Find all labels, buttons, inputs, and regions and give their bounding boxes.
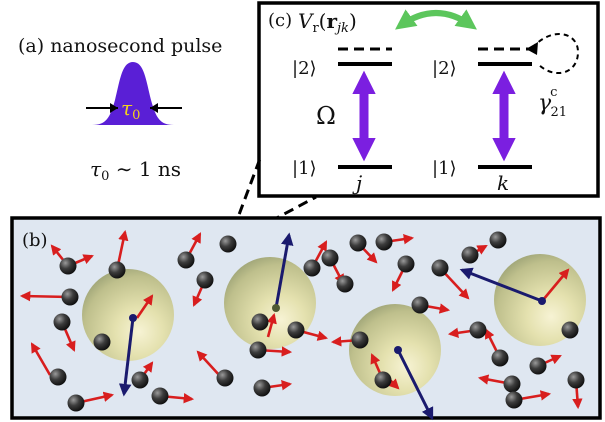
atom bbox=[461, 246, 479, 264]
panel-b-label: (b) bbox=[22, 230, 48, 251]
rydberg-arrow bbox=[459, 267, 543, 303]
atom bbox=[303, 259, 321, 277]
atom-k-lower-state-label: |1⟩ bbox=[432, 158, 457, 179]
rydberg-atom bbox=[538, 297, 546, 305]
decay-loop-arrowhead bbox=[526, 42, 538, 55]
atom bbox=[374, 371, 392, 389]
rydberg-atoms bbox=[118, 232, 546, 421]
atom bbox=[375, 233, 393, 251]
interaction-potential-label: Vr(rjk) bbox=[298, 9, 357, 36]
atom bbox=[397, 255, 415, 273]
atom bbox=[503, 375, 521, 393]
atom bbox=[249, 341, 267, 359]
atom bbox=[469, 321, 487, 339]
velocity-arrow bbox=[30, 342, 52, 376]
atom bbox=[49, 368, 67, 386]
atom bbox=[431, 259, 449, 277]
atom bbox=[151, 387, 169, 405]
atom bbox=[93, 333, 111, 351]
velocity-arrow bbox=[542, 268, 570, 301]
atom-k-name: k bbox=[497, 171, 509, 195]
pulse-width-arrowhead-left bbox=[110, 103, 118, 113]
atom bbox=[253, 379, 271, 397]
atom bbox=[216, 369, 234, 387]
velocity-arrow bbox=[196, 350, 221, 377]
velocity-arrow bbox=[135, 294, 154, 319]
rydberg-arrow bbox=[118, 317, 135, 397]
atom bbox=[196, 271, 214, 289]
pulse-width-label: τ0 bbox=[121, 96, 140, 123]
atom-j-name: j bbox=[352, 171, 362, 195]
rydberg-atom bbox=[394, 346, 402, 354]
rydberg-atom bbox=[272, 304, 280, 312]
pulse-width-arrowhead-right bbox=[150, 103, 158, 113]
atom bbox=[351, 331, 369, 349]
ground-state-atoms bbox=[49, 231, 585, 412]
atom-j-lower-state-label: |1⟩ bbox=[292, 158, 317, 179]
atom-j-upper-state-label: |2⟩ bbox=[292, 58, 317, 79]
atom bbox=[411, 296, 429, 314]
atom bbox=[131, 371, 149, 389]
atom bbox=[489, 231, 507, 249]
rabi-frequency-label: Ω bbox=[316, 102, 336, 130]
decay-rate-label: γc 21 bbox=[538, 85, 567, 120]
atom bbox=[59, 257, 77, 275]
atom bbox=[251, 313, 269, 331]
atom bbox=[561, 321, 579, 339]
interaction-arrow bbox=[395, 9, 477, 30]
panel-c-frame bbox=[257, 1, 600, 198]
atom bbox=[67, 394, 85, 412]
atom bbox=[529, 357, 547, 375]
atom bbox=[567, 371, 585, 389]
atom bbox=[491, 349, 509, 367]
atom bbox=[321, 249, 339, 267]
decay-loop-arrow bbox=[531, 33, 580, 74]
atom bbox=[53, 313, 71, 331]
atom bbox=[219, 235, 237, 253]
panel-a-label: (a) nanosecond pulse bbox=[18, 35, 222, 57]
panel-c-label: (c) bbox=[268, 10, 292, 31]
rydberg-arrow bbox=[396, 349, 434, 421]
atom bbox=[505, 391, 523, 409]
pulse-duration-relation: τ0 ∼ 1 ns bbox=[90, 157, 181, 184]
atom bbox=[287, 321, 305, 339]
atom bbox=[61, 288, 79, 306]
atom bbox=[336, 275, 354, 293]
rydberg-arrow bbox=[274, 232, 294, 309]
rydberg-atom bbox=[129, 314, 137, 322]
atom bbox=[349, 234, 367, 252]
atom bbox=[108, 261, 126, 279]
velocity-arrow bbox=[266, 312, 277, 338]
atom bbox=[177, 251, 195, 269]
atom-k-upper-state-label: |2⟩ bbox=[432, 58, 457, 79]
